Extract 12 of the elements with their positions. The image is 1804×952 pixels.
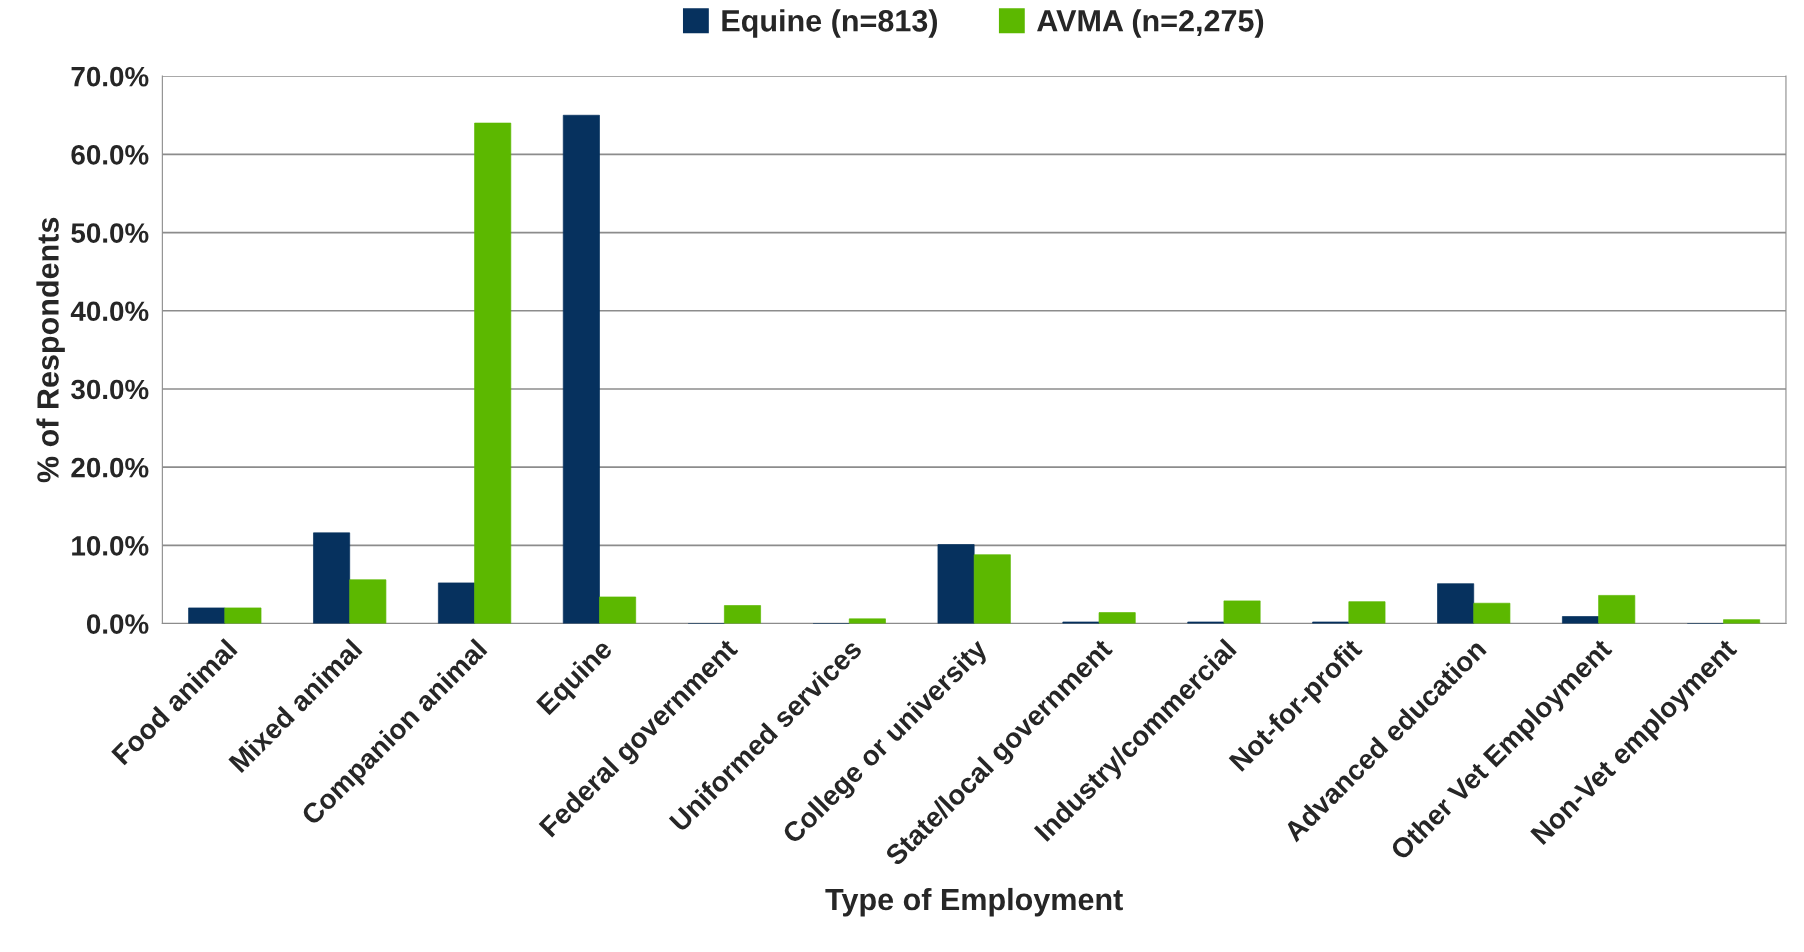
legend-label: Equine (n=813) xyxy=(722,9,937,38)
y-tick-label: 0.0% xyxy=(86,614,149,634)
y-tick-label: 50.0% xyxy=(71,223,149,243)
y-axis-title: % of Respondents xyxy=(36,217,65,483)
y-tick-label: 40.0% xyxy=(70,301,149,322)
y-tick-label: 60.0% xyxy=(71,145,149,165)
y-tick-label: 30.0% xyxy=(71,379,149,400)
legend-label: AVMA (n=2,275) xyxy=(1037,9,1264,38)
y-tick-label: 10.0% xyxy=(72,536,149,556)
y-tick-label: 20.0% xyxy=(71,457,149,478)
y-tick-label: 70.0% xyxy=(71,66,149,87)
x-axis-title: Type of Employment xyxy=(825,887,1123,917)
